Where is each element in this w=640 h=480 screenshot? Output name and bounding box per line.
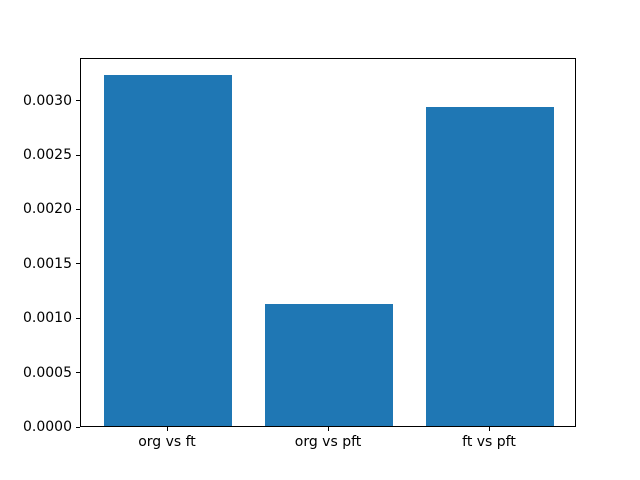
x-tick-label: org vs ft — [138, 434, 196, 450]
y-tick-label: 0.0010 — [23, 310, 72, 327]
bar-org-vs-pft — [264, 304, 394, 426]
y-tick-mark — [76, 100, 80, 102]
y-tick-label: 0.0020 — [23, 201, 72, 218]
y-tick-label: 0.0015 — [23, 255, 72, 272]
y-tick-mark — [76, 263, 80, 265]
y-tick-mark — [76, 426, 80, 428]
x-tick-mark — [488, 427, 490, 431]
y-tick-label: 0.0005 — [23, 364, 72, 381]
plot-area — [80, 58, 576, 427]
bar-org-vs-ft — [103, 74, 233, 426]
y-tick-label: 0.0000 — [23, 419, 72, 435]
y-tick-mark — [76, 317, 80, 319]
y-tick-label: 0.0030 — [23, 92, 72, 109]
bar-ft-vs-pft — [425, 107, 555, 426]
y-tick-mark — [76, 154, 80, 156]
y-tick-mark — [76, 372, 80, 374]
x-tick-mark — [327, 427, 329, 431]
y-tick-label: 0.0025 — [23, 147, 72, 163]
x-tick-mark — [166, 427, 168, 431]
x-tick-label: org vs pft — [294, 434, 362, 450]
x-tick-label: ft vs pft — [462, 434, 516, 450]
y-tick-mark — [76, 208, 80, 210]
